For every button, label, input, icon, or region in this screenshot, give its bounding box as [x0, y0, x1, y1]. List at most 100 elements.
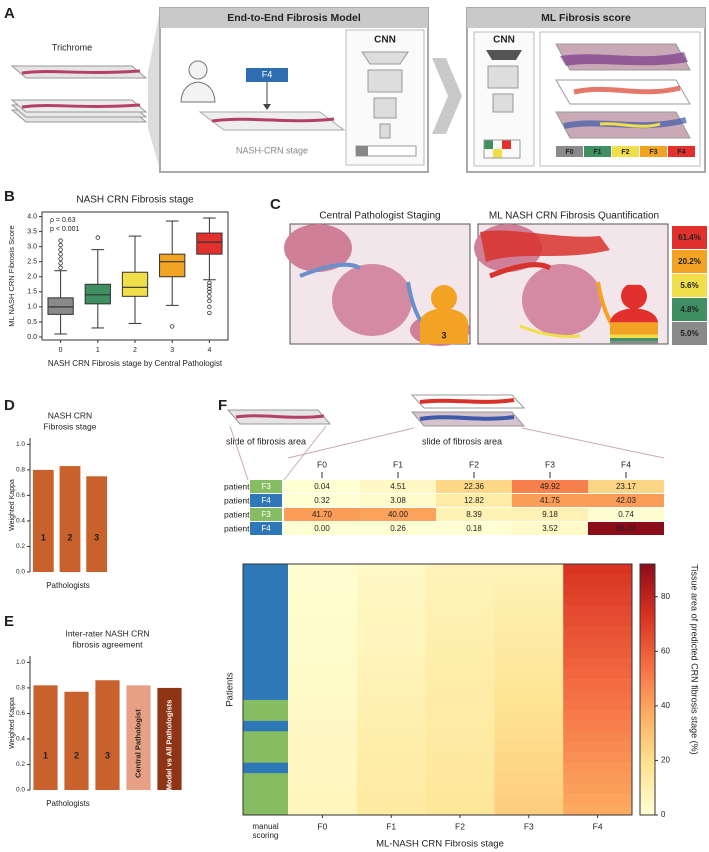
heat-cell — [288, 564, 358, 575]
box-header — [467, 8, 705, 28]
heat-cell — [425, 595, 495, 607]
guide-line — [287, 427, 415, 459]
area-swatch — [672, 322, 707, 345]
heat-cell — [563, 710, 633, 722]
cell-label: 22.36 — [464, 482, 485, 491]
panel-f-slides: slide of fibrosis area slide of fibrosis… — [226, 394, 665, 481]
heat-cell — [356, 752, 426, 764]
row-label: patient 4 — [224, 523, 257, 533]
heat-cell — [356, 679, 426, 690]
area-label: 61.4% — [678, 233, 701, 242]
cell-label: 8.39 — [466, 510, 482, 519]
pathologist-stage: 3 — [441, 330, 446, 340]
x-tick-label: 1 — [96, 347, 100, 354]
heat-cell — [288, 574, 358, 586]
tissue — [332, 264, 412, 336]
heat-cell — [288, 605, 358, 617]
heat-cell — [563, 574, 633, 586]
heat-cell — [425, 710, 495, 722]
heat-cell — [425, 626, 495, 638]
heat-cell — [494, 679, 564, 690]
heat-cell — [425, 564, 495, 575]
heat-cell — [563, 741, 633, 753]
heat-cell — [563, 564, 633, 575]
heat-cell — [425, 794, 495, 805]
cnn-layer — [487, 65, 519, 89]
outlier — [58, 265, 63, 270]
cnn-layer — [486, 50, 522, 60]
heat-cell — [288, 637, 358, 648]
fibrosis-overlay — [480, 230, 610, 262]
heat-cell — [425, 574, 495, 586]
heat-cell — [494, 658, 564, 669]
heat-cell — [494, 584, 564, 596]
table-cell — [436, 522, 512, 535]
heat-cell — [288, 762, 358, 774]
heat-cell — [425, 616, 495, 628]
cnn-layer — [492, 93, 514, 113]
y-axis-label: ML NASH CRN Fibrosis Score — [7, 225, 16, 326]
heat-cell — [356, 668, 426, 680]
manual-cell — [243, 741, 288, 753]
manual-label: scoring — [253, 831, 279, 840]
heat-frame — [242, 563, 633, 816]
heat-cell — [356, 647, 426, 659]
heat-cell — [563, 699, 633, 711]
panel-label: A — [4, 5, 15, 22]
manual-cell — [243, 668, 288, 680]
manual-cell — [243, 720, 288, 732]
heat-cell — [425, 699, 495, 711]
y-tick-label: 0.4 — [16, 518, 25, 525]
heat-cell — [563, 794, 633, 805]
chart-title: NASH CRN — [48, 410, 92, 420]
cell-label: 49.92 — [540, 482, 561, 491]
y-axis-label: Weighted Kappa — [9, 697, 16, 749]
stage-box — [246, 68, 288, 82]
person-head — [188, 60, 208, 80]
y-tick-label: 0.0 — [16, 787, 25, 794]
outlier — [207, 289, 212, 295]
stage-swatch — [584, 146, 611, 157]
heat-cell — [356, 699, 426, 711]
heat-cell — [288, 710, 358, 722]
outlier — [169, 324, 175, 329]
tissue-map — [419, 415, 515, 421]
y-tick-label: 0.8 — [16, 467, 25, 474]
guide-line — [521, 427, 665, 459]
heat-cell — [494, 574, 564, 586]
table-cell — [588, 508, 664, 521]
cnn-layer — [361, 51, 409, 65]
heat-cell — [494, 720, 564, 732]
heat-cell — [356, 595, 426, 607]
column-header: F2 — [469, 459, 479, 469]
table-cell — [436, 494, 512, 507]
tissue-map — [573, 85, 681, 95]
manual-cell — [243, 710, 288, 722]
stage-label: F3 — [649, 149, 657, 156]
cell-label: 4.51 — [390, 482, 406, 491]
heat-cell — [425, 731, 495, 743]
heat-cell — [494, 731, 564, 743]
x-tick-label: F1 — [386, 821, 396, 831]
stage-swatch — [668, 146, 695, 157]
outlier — [58, 238, 63, 243]
column-header: F1 — [393, 459, 403, 469]
colorbar-tick-label: 80 — [661, 592, 670, 601]
heat-cell — [356, 720, 426, 732]
chart-title: fibrosis agreement — [73, 639, 144, 649]
row-label: patient 3 — [224, 509, 257, 519]
cell-label: 12.82 — [464, 496, 485, 505]
x-tick-label: F4 — [593, 821, 603, 831]
cell-label: 3.52 — [542, 524, 558, 533]
heat-cell — [425, 605, 495, 617]
heat-cell — [425, 804, 495, 816]
heat-cell — [425, 637, 495, 648]
chart-title: Inter-rater NASH CRN — [65, 628, 149, 638]
outlier — [58, 261, 63, 266]
x-tick-label: 0 — [59, 347, 63, 354]
grid-cell — [502, 140, 511, 149]
cell-label: 0.74 — [618, 510, 634, 519]
cell-label: 40.00 — [388, 510, 409, 519]
table-cell — [360, 480, 436, 493]
